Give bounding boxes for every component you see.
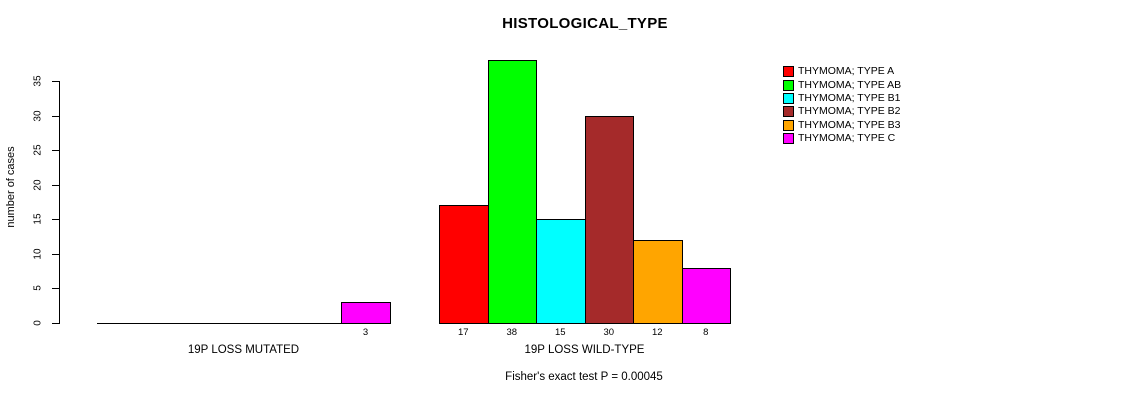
y-tick-label: 25 [32,144,44,156]
legend-row: THYMOMA; TYPE B2 [783,105,901,118]
y-tick-label: 5 [32,285,44,292]
y-tick-mark [52,288,60,290]
bar-value-label: 3 [362,327,369,338]
legend-label: THYMOMA; TYPE C [798,132,896,145]
legend-swatch-icon [783,106,794,118]
legend-swatch-icon [783,66,794,78]
bar-thymoma-type-b2 [584,115,634,324]
y-tick-label: 15 [32,213,44,225]
legend-row: THYMOMA; TYPE A [783,65,901,78]
legend-swatch-icon [783,79,794,91]
y-tick-mark [52,323,60,324]
legend-swatch-icon [783,133,794,145]
legend-label: THYMOMA; TYPE A [798,65,895,78]
bar-thymoma-type-c [341,302,391,324]
fisher-test-annotation: Fisher's exact test P = 0.00045 [505,371,663,383]
legend-label: THYMOMA; TYPE AB [798,78,902,91]
y-tick-mark [52,150,60,152]
chart-title: HISTOLOGICAL_TYPE [502,15,668,32]
y-tick-mark [52,184,60,186]
bar-value-label: 38 [506,327,518,338]
x-group-label-mutated: 19P LOSS MUTATED [187,344,300,356]
bar-thymoma-type-b3 [633,240,683,324]
legend-row: THYMOMA; TYPE B1 [783,92,901,105]
y-tick-label: 35 [32,75,44,87]
x-baseline [97,323,391,324]
y-tick-mark [52,253,60,255]
x-group-label-wildtype: 19P LOSS WILD-TYPE [524,344,645,356]
y-tick-mark [52,219,60,221]
y-tick-label: 0 [32,320,44,326]
y-axis-line [59,81,60,324]
legend-swatch-icon [783,119,794,131]
legend-label: THYMOMA; TYPE B1 [798,91,901,104]
bar-thymoma-type-ab [487,60,537,324]
legend-label: THYMOMA; TYPE B3 [798,118,901,131]
bar-value-label: 8 [703,327,709,338]
y-tick-label: 30 [32,110,44,122]
legend: THYMOMA; TYPE A THYMOMA; TYPE AB THYMOMA; … [783,65,901,145]
legend-row: THYMOMA; TYPE B3 [783,119,901,132]
bar-thymoma-type-a [439,205,489,324]
bar-value-label: 17 [457,327,469,338]
bar-value-label: 30 [603,327,615,338]
y-axis-label: number of cases [5,146,17,228]
legend-row: THYMOMA; TYPE C [783,132,901,145]
bar-value-label: 15 [554,327,566,338]
bar-value-label: 12 [651,327,663,338]
bar-thymoma-type-b1 [536,219,586,324]
y-tick-label: 20 [32,179,44,191]
y-tick-mark [52,81,60,82]
y-tick-label: 10 [32,248,44,260]
legend-swatch-icon [783,92,794,104]
bar-thymoma-type-c [681,267,731,324]
y-tick-mark [52,115,60,117]
legend-label: THYMOMA; TYPE B2 [798,105,901,118]
legend-row: THYMOMA; TYPE AB [783,78,901,91]
